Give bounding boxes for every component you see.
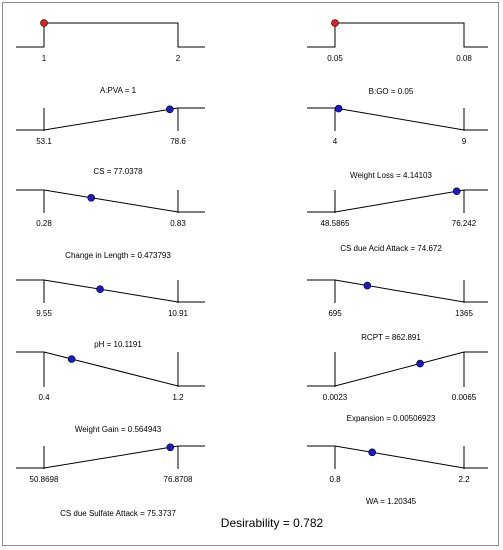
tick-label-max: 1365 <box>455 309 473 318</box>
panel-9: 0.4 1.2 Weight Gain = 0.564943 <box>16 351 205 434</box>
tick-label-max: 0.0065 <box>452 393 477 402</box>
desirability-ramp-line <box>307 22 488 48</box>
panel-11: 50.8698 76.8708 CS due Sulfate Attack = 75… <box>16 443 205 518</box>
tick-label-min: 0.0023 <box>323 393 348 402</box>
panel-12: 0.8 2.2 WA = 1.20345 <box>307 445 488 506</box>
current-value-dot <box>165 105 174 114</box>
tick-label-max: 76.242 <box>452 219 477 228</box>
desirability-ramp-line <box>307 107 488 131</box>
tick-label-min: 0.4 <box>38 393 50 402</box>
tick-label-min: 48.5865 <box>321 219 350 228</box>
tick-label-min: 0.28 <box>36 219 52 228</box>
panel-caption: A:PVA = 1 <box>100 86 137 95</box>
tick-label-min: 50.8698 <box>30 475 59 484</box>
tick-label-min: 0.8 <box>329 475 341 484</box>
tick-label-min: 0.05 <box>327 54 343 63</box>
panel-8: 695 1365 RCPT = 862.891 <box>307 279 488 342</box>
tick-label-min: 695 <box>328 309 342 318</box>
current-value-dot <box>363 281 372 290</box>
tick-label-min: 53.1 <box>36 137 52 146</box>
tick-label-max: 78.6 <box>170 137 186 146</box>
figure-frame <box>2 2 499 546</box>
panel-caption: Weight Gain = 0.564943 <box>75 425 162 434</box>
panel-3: 53.1 78.6 CS = 77.0378 <box>16 105 205 176</box>
current-value-dot <box>67 355 76 363</box>
current-value-dot <box>368 448 376 457</box>
panel-caption: pH = 10.1191 <box>94 340 142 349</box>
panel-1: 1 2 A:PVA = 1 <box>16 19 205 95</box>
current-value-dot <box>416 359 424 368</box>
current-value-dot <box>40 19 48 27</box>
desirability-ramp-line <box>16 445 205 469</box>
tick-label-max: 2 <box>176 54 181 63</box>
panel-4: 4 9 Weight Loss = 4.14103 <box>307 104 488 180</box>
tick-label-max: 10.91 <box>168 309 189 318</box>
desirability-ramp-line <box>307 445 488 469</box>
desirability-ramp-line <box>307 279 488 303</box>
panel-caption: WA = 1.20345 <box>366 497 417 506</box>
current-value-dot <box>334 104 343 113</box>
panel-7: 9.55 10.91 pH = 10.1191 <box>16 279 205 349</box>
panel-caption: CS due Sulfate Attack = 75.3737 <box>60 509 176 518</box>
tick-label-min: 4 <box>333 137 338 146</box>
panel-6: 48.5865 76.242 CS due Acid Attack = 74.672 <box>307 187 488 253</box>
desirability-ramp-line <box>16 189 205 213</box>
desirability-ramp-line <box>16 351 205 387</box>
current-value-dot <box>87 193 96 202</box>
tick-label-min: 1 <box>42 54 47 63</box>
panel-5: 0.28 0.83 Change in Length = 0.473793 <box>16 189 205 260</box>
desirability-ramp-line <box>307 351 488 387</box>
tick-label-max: 2.2 <box>458 475 470 484</box>
desirability-ramp-line <box>307 189 488 213</box>
tick-label-max: 9 <box>462 137 467 146</box>
desirability-ramp-line <box>16 279 205 303</box>
desirability-ramp-line <box>16 107 205 131</box>
current-value-dot <box>166 443 175 452</box>
desirability-ramp-line <box>16 22 205 48</box>
desirability-label: Desirability = 0.782 <box>221 516 324 530</box>
current-value-dot <box>452 187 461 196</box>
panel-10: 0.0023 0.0065 Expansion = 0.00506923 <box>307 351 488 423</box>
panel-caption: CS = 77.0378 <box>93 167 143 176</box>
tick-label-max: 0.08 <box>456 54 472 63</box>
tick-label-max: 0.83 <box>170 219 186 228</box>
panel-caption: RCPT = 862.891 <box>361 333 421 342</box>
panel-caption: Change in Length = 0.473793 <box>65 251 171 260</box>
tick-label-max: 1.2 <box>172 393 184 402</box>
tick-label-min: 9.55 <box>36 309 52 318</box>
tick-label-max: 76.8708 <box>164 475 193 484</box>
panel-caption: CS due Acid Attack = 74.672 <box>340 244 442 253</box>
panel-2: 0.05 0.08 B:GO = 0.05 <box>307 19 488 96</box>
panel-caption: Weight Loss = 4.14103 <box>350 171 432 180</box>
current-value-dot <box>331 19 339 27</box>
panel-caption: B:GO = 0.05 <box>369 87 414 96</box>
panel-caption: Expansion = 0.00506923 <box>347 414 436 423</box>
current-value-dot <box>96 285 104 294</box>
